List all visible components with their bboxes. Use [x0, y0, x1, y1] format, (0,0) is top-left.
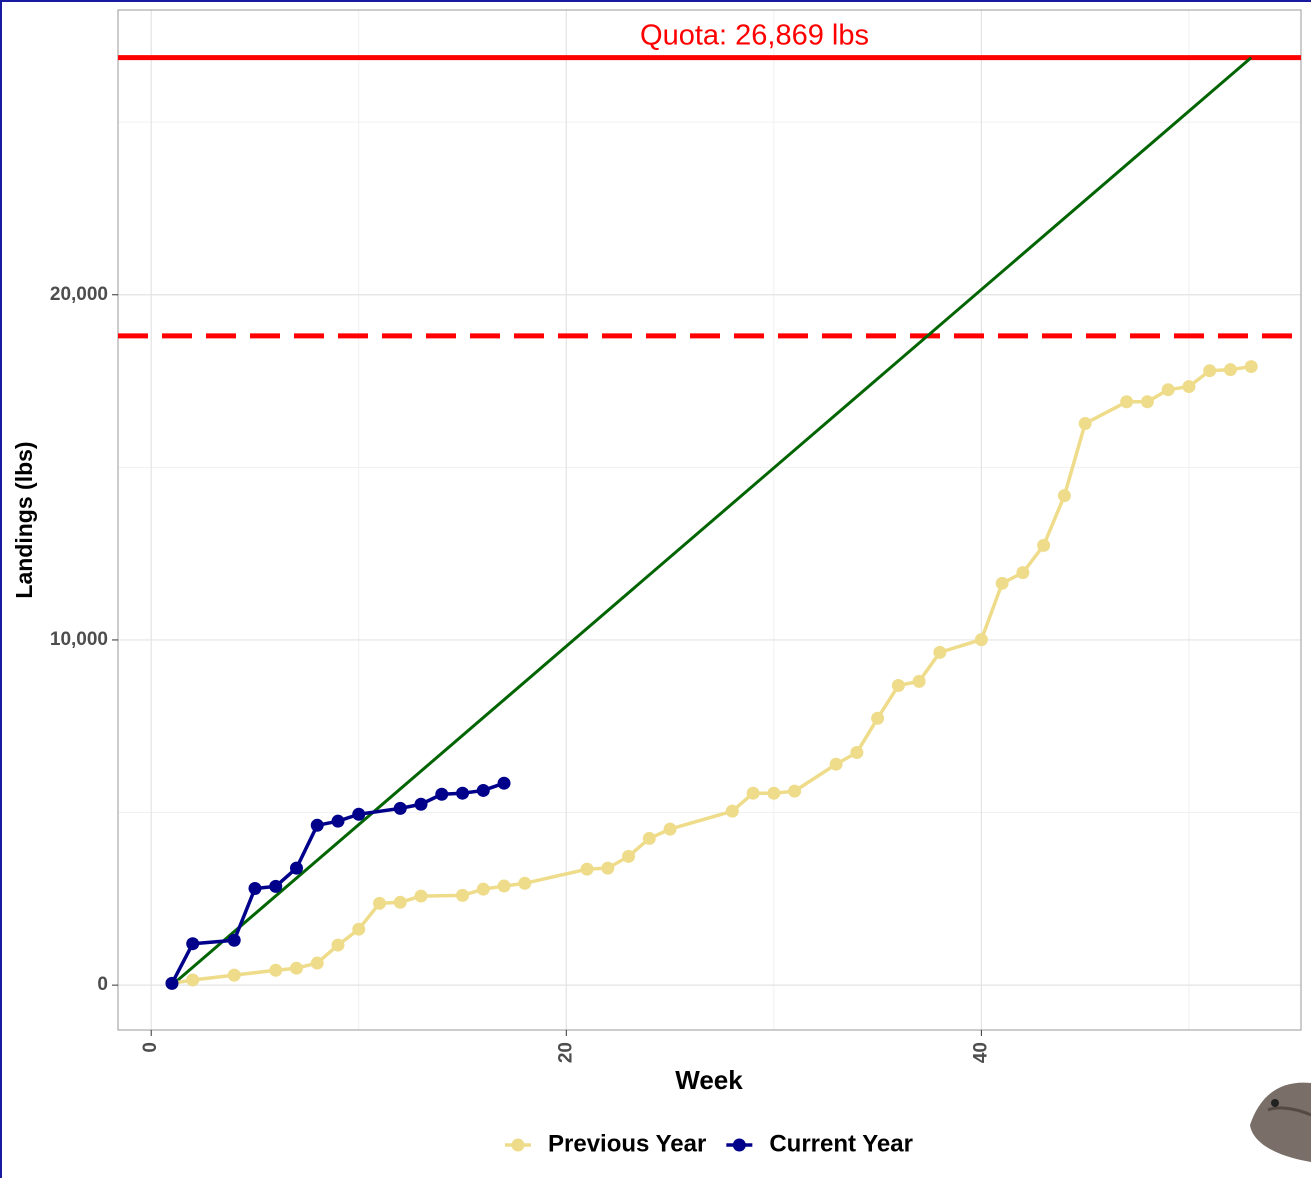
data-point	[331, 814, 345, 828]
y-tick-label: 20,000	[50, 284, 108, 305]
data-point	[373, 896, 387, 910]
data-point	[227, 933, 241, 947]
data-point	[456, 888, 470, 902]
data-point	[1057, 489, 1071, 503]
data-point	[642, 831, 656, 845]
y-axis-title: Landings (lbs)	[11, 441, 37, 598]
data-point	[580, 862, 594, 876]
x-tick-label: 20	[555, 1042, 576, 1063]
data-point	[393, 801, 407, 815]
data-point	[456, 786, 470, 800]
data-point	[414, 797, 428, 811]
data-point	[788, 784, 802, 798]
quota-label: Quota: 26,869 lbs	[640, 19, 869, 51]
data-point	[393, 895, 407, 909]
data-point	[1182, 380, 1196, 394]
data-point	[891, 679, 905, 693]
data-point	[248, 881, 262, 895]
data-point	[601, 861, 615, 875]
data-point	[725, 804, 739, 818]
data-point	[1223, 363, 1237, 377]
data-point	[746, 786, 760, 800]
data-point	[829, 757, 843, 771]
data-point	[186, 973, 200, 987]
data-point	[767, 786, 781, 800]
data-point	[269, 963, 283, 977]
legend-marker	[732, 1138, 746, 1152]
data-point	[414, 889, 428, 903]
data-point	[871, 711, 885, 725]
data-point	[497, 776, 511, 790]
data-point	[476, 783, 490, 797]
data-point	[933, 645, 947, 659]
data-point	[974, 633, 988, 647]
data-point	[995, 576, 1009, 590]
grid	[118, 10, 1301, 1030]
legend-label: Current Year	[769, 1130, 913, 1157]
x-axis-title: Week	[675, 1065, 743, 1095]
data-point	[1140, 395, 1154, 409]
data-point	[497, 879, 511, 893]
data-point	[289, 961, 303, 975]
data-point	[1078, 417, 1092, 431]
data-point	[310, 818, 324, 832]
data-point	[186, 937, 200, 951]
data-point	[1037, 538, 1051, 552]
data-point	[912, 674, 926, 688]
data-point	[518, 876, 532, 890]
data-point	[227, 968, 241, 982]
legend-marker	[511, 1138, 525, 1152]
data-point	[352, 922, 366, 936]
data-point	[1203, 364, 1217, 378]
x-tick-label: 40	[970, 1042, 991, 1063]
panel-border	[117, 9, 1302, 1031]
x-tick-label: 0	[140, 1042, 161, 1053]
data-point	[331, 938, 345, 952]
legend-label: Previous Year	[548, 1130, 706, 1157]
data-point	[269, 879, 283, 893]
data-point	[289, 861, 303, 875]
data-point	[1244, 360, 1258, 374]
data-point	[663, 822, 677, 836]
y-tick-label: 10,000	[50, 629, 108, 650]
data-point	[1161, 383, 1175, 397]
data-point	[476, 882, 490, 896]
data-point	[1120, 395, 1134, 409]
data-point	[352, 807, 366, 821]
data-point	[622, 849, 636, 863]
data-point	[165, 976, 179, 990]
data-point	[850, 745, 864, 759]
y-tick-label: 0	[97, 974, 108, 995]
fish-icon	[1250, 1082, 1311, 1162]
target-line	[170, 56, 1253, 987]
data-point	[435, 787, 449, 801]
data-point	[1016, 566, 1030, 580]
data-point	[310, 956, 324, 970]
